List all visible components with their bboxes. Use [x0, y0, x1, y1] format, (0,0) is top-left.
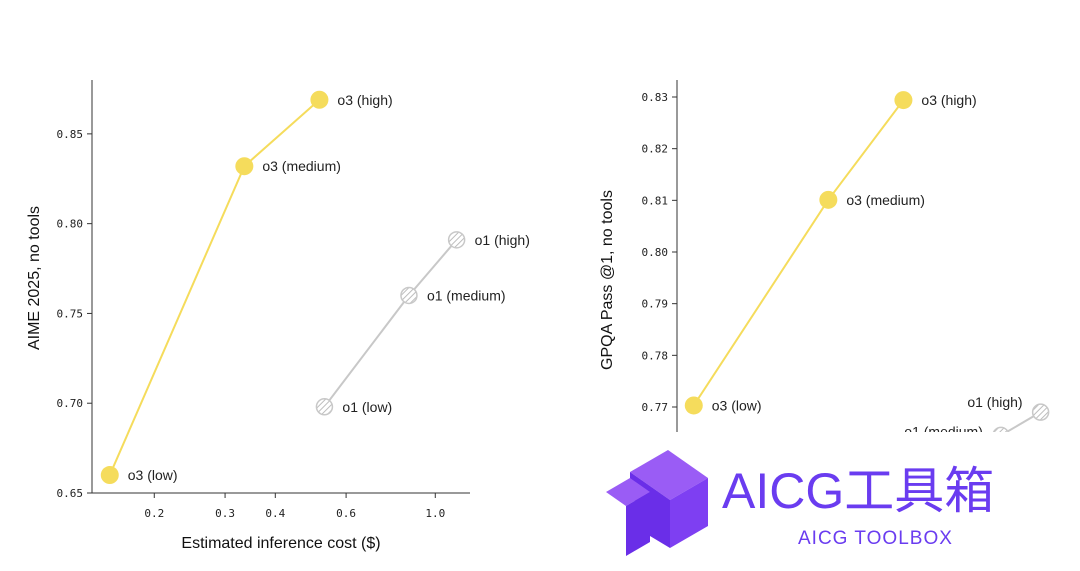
aime-y-tick-label: 0.75 — [57, 307, 84, 320]
gpqa-y-tick-label: 0.77 — [642, 401, 669, 414]
watermark-subtitle: AICG TOOLBOX — [798, 528, 953, 549]
gpqa-point-label: o1 (high) — [967, 394, 1022, 410]
aime-point — [400, 286, 418, 305]
aime-series-line — [323, 239, 458, 408]
aicg-logo-icon — [606, 450, 708, 556]
gpqa-point — [894, 91, 913, 110]
aime-y-tick-label: 0.70 — [57, 397, 84, 410]
aime-point — [235, 157, 254, 176]
aime-point-label: o1 (low) — [342, 399, 392, 415]
aime-x-tick-label: 0.6 — [336, 507, 356, 520]
watermark-title: AICG工具箱 — [722, 463, 995, 519]
aime-point-label: o3 (low) — [128, 467, 178, 483]
gpqa-point — [684, 396, 703, 415]
aime-y-tick-label: 0.85 — [57, 128, 84, 141]
gpqa-chart: 0.77 0.78 0.79 0.80 0.81 0.82 0.83 o3 (low) o3 (… — [642, 80, 1050, 445]
aime-point — [447, 231, 466, 249]
aime-x-tick-label: 1.0 — [425, 507, 445, 520]
aime-point-label: o3 (high) — [337, 92, 392, 108]
aime-point-label: o1 (high) — [475, 232, 530, 248]
aime-point — [310, 90, 329, 109]
gpqa-y-tick-label: 0.79 — [642, 298, 669, 311]
aime-x-tick-label: 0.2 — [144, 507, 164, 520]
gpqa-point-label: o3 (medium) — [846, 192, 925, 208]
gpqa-y-tick-label: 0.82 — [642, 143, 669, 156]
aime-x-tick-label: 0.4 — [265, 507, 285, 520]
aime-series-line — [108, 99, 321, 476]
gpqa-y-tick-label: 0.81 — [642, 194, 669, 207]
aime-chart: 0.65 0.70 0.75 0.80 0.85 0.2 0.3 0.4 0.6 1.0 o3 (l… — [57, 80, 530, 520]
gpqa-point — [1031, 403, 1050, 421]
gpqa-y-tick-label: 0.80 — [642, 246, 669, 259]
aime-point-label: o1 (medium) — [427, 287, 506, 303]
aime-x-axis-label: Estimated inference cost ($) — [181, 535, 380, 552]
gpqa-y-tick-label: 0.78 — [642, 349, 669, 362]
aime-point — [315, 398, 334, 416]
gpqa-series-line — [692, 99, 905, 406]
aime-point — [100, 466, 119, 485]
gpqa-point — [819, 190, 838, 209]
gpqa-y-axis-label: GPQA Pass @1, no tools — [599, 190, 616, 370]
gpqa-point-label: o3 (high) — [921, 92, 976, 108]
aime-y-tick-label: 0.80 — [57, 218, 84, 231]
aime-y-axis-label: AIME 2025, no tools — [26, 206, 43, 350]
gpqa-point-label: o3 (low) — [712, 397, 762, 413]
gpqa-y-tick-label: 0.83 — [642, 91, 669, 104]
aime-y-tick-label: 0.65 — [57, 487, 84, 500]
watermark: AICG工具箱 AICG TOOLBOX — [604, 450, 1074, 565]
aime-point-label: o3 (medium) — [262, 158, 341, 174]
aime-x-tick-label: 0.3 — [215, 507, 235, 520]
